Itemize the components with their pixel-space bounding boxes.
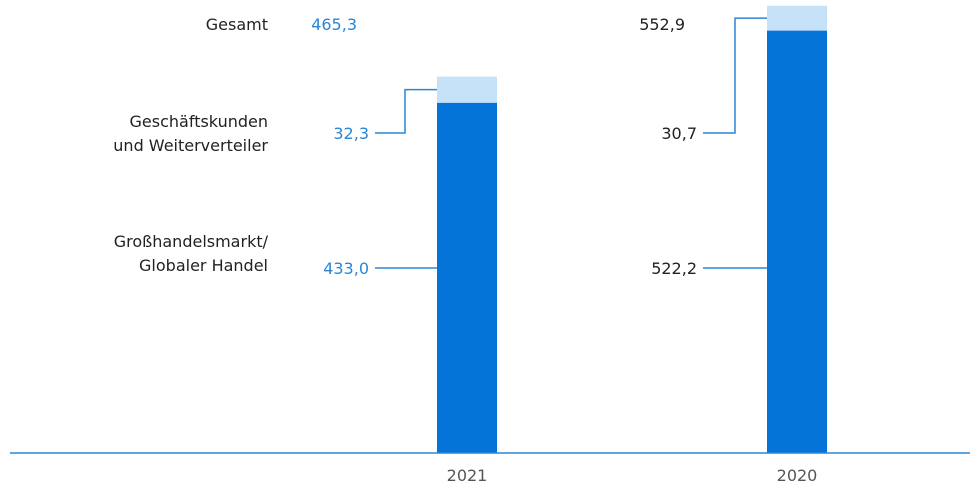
leader-business-2020: [703, 17, 767, 134]
data-label-business-2020: 30,7: [661, 124, 697, 143]
label-wholesale-line2: Globaler Handel: [139, 256, 268, 275]
data-label-wholesale-2021: 433,0: [323, 259, 369, 278]
bar-wholesale-2020: [767, 30, 827, 453]
x-tick-2021: 2021: [447, 466, 488, 485]
label-business-line2: und Weiterverteiler: [113, 136, 268, 155]
bar-wholesale-2021: [437, 102, 497, 454]
x-tick-2020: 2020: [777, 466, 818, 485]
label-wholesale-line1: Großhandelsmarkt/: [114, 232, 269, 251]
data-label-business-2021: 32,3: [333, 124, 369, 143]
label-business-line1: Geschäftskunden: [130, 112, 268, 131]
data-label-wholesale-2020: 522,2: [651, 259, 697, 278]
bar-business-2020: [767, 5, 827, 31]
chart-marks: 433,0 32,3 465,3 522,2 30,7 552,9: [311, 5, 827, 454]
bar-business-2021: [437, 76, 497, 103]
data-label-total-2021: 465,3: [311, 15, 357, 34]
label-total: Gesamt: [206, 15, 268, 34]
leader-business-2021: [375, 88, 437, 134]
data-label-total-2020: 552,9: [639, 15, 685, 34]
